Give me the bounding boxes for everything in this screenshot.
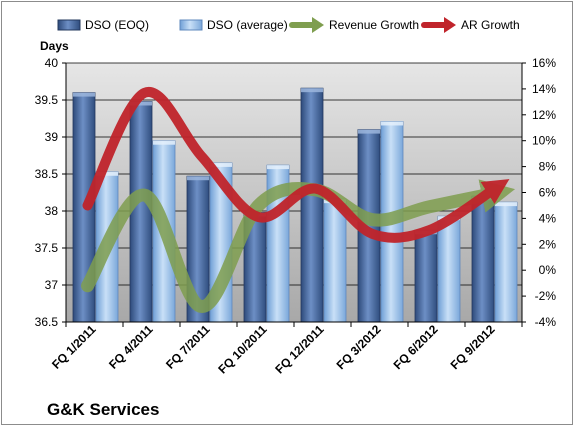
bar-dso-eoq-cap (358, 129, 380, 134)
left-tick-label: 37 (45, 278, 59, 292)
x-tick-label: FQ 7/2011 (163, 322, 213, 372)
right-tick-label: 2% (539, 237, 557, 251)
bar-dso-average (323, 198, 347, 323)
left-tick-label: 38 (45, 204, 59, 218)
x-tick-label: FQ 10/2011 (215, 322, 269, 376)
revenue-growth-line (81, 179, 516, 313)
bars-group (72, 87, 518, 323)
bar-dso-average (437, 215, 461, 323)
left-tick-label: 38.5 (35, 167, 59, 181)
x-tick-label: FQ 12/2011 (272, 322, 326, 376)
bar-dso-average-cap (153, 140, 175, 145)
left-tick-label: 39 (45, 130, 59, 144)
left-tick-label: 37.5 (35, 241, 59, 255)
bar-dso-eoq-cap (187, 176, 209, 181)
right-tick-label: 8% (539, 160, 557, 174)
x-tick-label: FQ 6/2012 (391, 322, 441, 372)
left-tick-label: 39.5 (35, 93, 59, 107)
arrow-icon (312, 17, 324, 33)
bar-dso-eoq (300, 87, 324, 323)
legend-label: Revenue Growth (329, 18, 419, 32)
left-tick-label: 36.5 (35, 315, 59, 329)
legend-label: AR Growth (461, 18, 520, 32)
x-tick-label: FQ 4/2011 (106, 322, 156, 372)
right-tick-label: 10% (532, 134, 556, 148)
right-tick-label: -4% (535, 315, 557, 329)
x-tick-label: FQ 1/2011 (49, 322, 99, 372)
legend-swatch-dso-eoq (57, 19, 81, 31)
bar-dso-average-cap (210, 162, 232, 167)
right-tick-label: 12% (532, 108, 556, 122)
right-tick-label: 14% (532, 82, 556, 96)
lines-group (81, 87, 516, 313)
x-tick-label: FQ 3/2012 (334, 322, 384, 372)
left-tick-label: 40 (45, 56, 59, 70)
legend-swatch-dso-average (179, 19, 203, 31)
bar-dso-eoq-cap (73, 92, 95, 97)
bar-dso-eoq (414, 229, 438, 323)
left-axis-title: Days (40, 39, 69, 53)
legend-label: DSO (EOQ) (85, 18, 149, 32)
bar-dso-eoq (471, 195, 495, 323)
right-tick-label: 6% (539, 186, 557, 200)
right-tick-label: 0% (539, 263, 557, 277)
bar-dso-average-cap (96, 171, 118, 176)
bar-dso-average-cap (381, 121, 403, 126)
bar-dso-eoq-cap (130, 101, 152, 106)
right-tick-label: 16% (532, 56, 556, 70)
bar-dso-average-cap (495, 202, 517, 207)
bar-dso-average-cap (267, 165, 289, 170)
arrow-icon (444, 17, 456, 33)
bar-dso-eoq (129, 101, 153, 323)
right-tick-label: -2% (535, 289, 557, 303)
x-tick-label: FQ 9/2012 (448, 322, 498, 372)
bar-dso-eoq-cap (301, 88, 323, 93)
ar-growth-line (82, 87, 510, 243)
legend: DSO (EOQ) DSO (average) Revenue Growth AR G… (57, 17, 520, 33)
right-tick-label: 4% (539, 211, 557, 225)
legend-label: DSO (average) (207, 18, 288, 32)
bar-dso-average (494, 201, 518, 323)
company-name: G&K Services (47, 400, 159, 419)
